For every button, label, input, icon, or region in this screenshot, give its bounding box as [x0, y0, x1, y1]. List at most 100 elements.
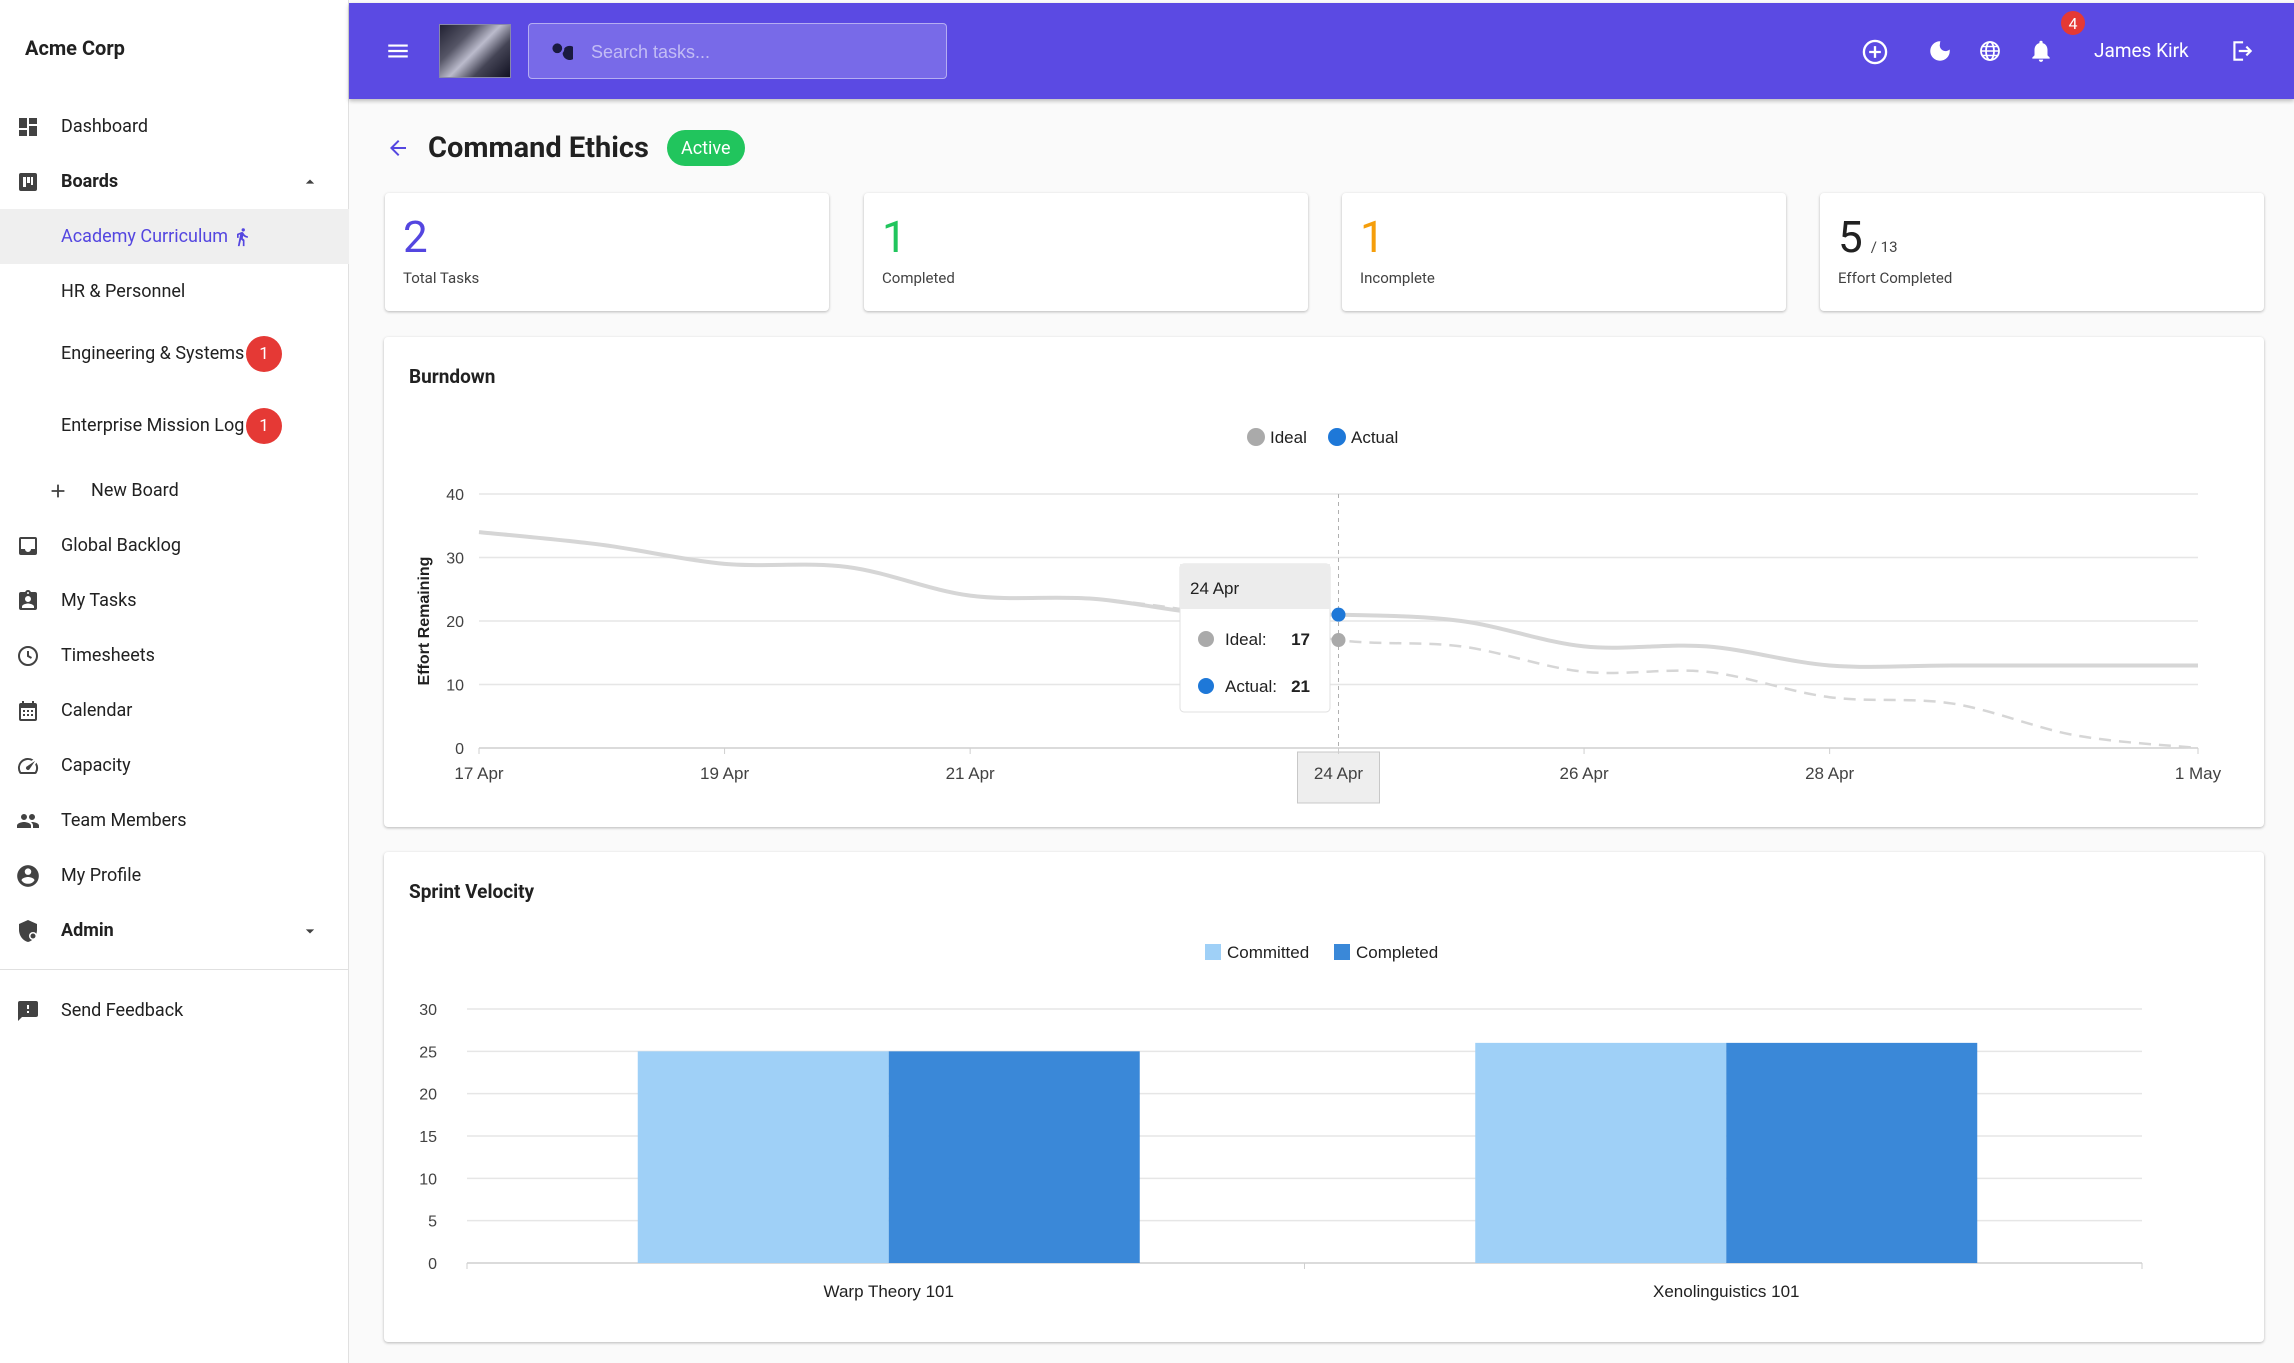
search-input[interactable] — [591, 38, 921, 66]
tooltip-row-value: 17 — [1291, 630, 1310, 649]
sidebar-item-label: Timesheets — [61, 645, 155, 666]
sidebar-item-timesheets[interactable]: Timesheets — [0, 628, 349, 683]
chevron-up-icon[interactable] — [296, 168, 324, 196]
account-circle-icon — [14, 862, 42, 890]
sidebar-item-label: Calendar — [61, 700, 133, 721]
page-header: Command Ethics Active — [384, 125, 745, 171]
sidebar-item-label: My Profile — [61, 865, 142, 886]
legend-label-ideal: Ideal — [1270, 428, 1307, 447]
bar-completed — [1726, 1042, 1978, 1263]
back-arrow-icon[interactable] — [384, 134, 412, 162]
sidebar-item-team-members[interactable]: Team Members — [0, 793, 349, 848]
sidebar-item-label: Global Backlog — [61, 535, 181, 556]
stat-label: Incomplete — [1360, 269, 1435, 287]
sprint-velocity-chart: 0 5 10 15 20 25 30 Warp Theory 101 Xenolinguisti… — [419, 943, 2143, 1301]
plus-icon — [44, 477, 72, 505]
dark-mode-icon[interactable] — [1926, 37, 1954, 65]
x-tick-label: 24 Apr — [1314, 764, 1363, 783]
add-circle-icon[interactable] — [1860, 37, 1890, 67]
board-icon — [14, 168, 42, 196]
stat-card-effort-completed: 5 / 13 Effort Completed — [1820, 193, 2264, 311]
sidebar-item-label: HR & Personnel — [61, 281, 186, 302]
sidebar-item-boards[interactable]: Boards — [0, 154, 349, 209]
sidebar: Acme Corp Dashboard Boards Academy Curri… — [0, 0, 349, 1363]
sidebar-item-label: Boards — [61, 171, 119, 192]
stat-card-incomplete: 1 Incomplete — [1342, 193, 1786, 311]
sidebar-item-send-feedback[interactable]: Send Feedback — [0, 983, 349, 1038]
menu-icon[interactable] — [384, 37, 412, 65]
sidebar-item-label: New Board — [91, 480, 179, 501]
sidebar-item-label: Capacity — [61, 755, 131, 776]
tooltip-marker — [1198, 631, 1214, 647]
y-tick-label: 20 — [419, 1087, 437, 1104]
data-point-ideal — [1331, 633, 1346, 648]
language-globe-icon[interactable] — [1977, 38, 2003, 64]
y-tick-label: 10 — [446, 678, 464, 695]
tooltip-marker — [1198, 678, 1214, 694]
sidebar-item-label: My Tasks — [61, 590, 137, 611]
stat-value: 1 — [882, 211, 907, 263]
sidebar-item-engineering-systems[interactable]: Engineering & Systems 1 — [0, 326, 349, 381]
sidebar-item-my-tasks[interactable]: My Tasks — [0, 573, 349, 628]
people-icon — [14, 807, 42, 835]
chevron-down-icon[interactable] — [296, 917, 324, 945]
tooltip-row-label: Actual: — [1225, 677, 1277, 696]
x-tick-label: 1 May — [2175, 764, 2222, 783]
y-tick-label: 30 — [446, 551, 464, 568]
stat-value: 2 — [403, 211, 428, 263]
chart-title: Burndown — [409, 365, 496, 388]
x-tick-label: 21 Apr — [946, 764, 995, 783]
data-point-actual — [1331, 607, 1346, 622]
bar-committed — [1475, 1042, 1727, 1263]
x-tick-label: 28 Apr — [1805, 764, 1854, 783]
logout-icon[interactable] — [2228, 37, 2256, 65]
count-badge: 1 — [246, 407, 282, 444]
x-tick-label: 17 Apr — [454, 764, 503, 783]
tooltip-title: 24 Apr — [1190, 579, 1239, 598]
y-tick-label: 20 — [446, 614, 464, 631]
y-tick-label: 0 — [455, 741, 464, 758]
sidebar-item-enterprise-mission-log[interactable]: Enterprise Mission Log 1 — [0, 398, 349, 453]
legend-marker-committed — [1205, 944, 1221, 960]
sidebar-item-label: Admin — [61, 920, 114, 941]
dashboard-icon — [14, 113, 42, 141]
x-tick-label: 26 Apr — [1559, 764, 1608, 783]
x-tick-label: Warp Theory 101 — [824, 1282, 954, 1301]
sidebar-item-dashboard[interactable]: Dashboard — [0, 99, 349, 154]
sidebar-item-label: Academy Curriculum — [61, 226, 229, 247]
search-icon — [547, 38, 573, 64]
notification-count-badge: 4 — [2059, 9, 2087, 37]
burndown-chart: 0 10 20 30 40 Effort Remaining 17 Apr 19 Apr 21 … — [416, 428, 2222, 804]
sidebar-item-label: Engineering & Systems — [61, 343, 245, 364]
tooltip-header — [1180, 564, 1330, 609]
search-box[interactable] — [528, 23, 947, 79]
notifications-bell-icon[interactable] — [2027, 37, 2055, 65]
legend-marker-ideal — [1247, 428, 1265, 446]
tooltip-row-label: Ideal: — [1225, 630, 1267, 649]
sidebar-item-global-backlog[interactable]: Global Backlog — [0, 518, 349, 573]
top-app-bar: 4 James Kirk — [349, 3, 2294, 99]
burndown-card: Burndown 0 10 20 30 40 Effort Remaining 17 Apr… — [384, 337, 2264, 827]
sidebar-item-admin[interactable]: Admin — [0, 903, 349, 958]
clock-icon — [14, 642, 42, 670]
sidebar-item-calendar[interactable]: Calendar — [0, 683, 349, 738]
y-tick-label: 30 — [419, 1002, 437, 1019]
stat-value: 5 — [1838, 211, 1863, 263]
y-tick-label: 40 — [446, 487, 464, 504]
sidebar-item-capacity[interactable]: Capacity — [0, 738, 349, 793]
stat-total: / 13 — [1870, 238, 1898, 256]
sidebar-item-hr-personnel[interactable]: HR & Personnel — [0, 264, 349, 319]
sidebar-item-academy-curriculum[interactable]: Academy Curriculum — [0, 209, 349, 264]
user-name[interactable]: James Kirk — [2094, 39, 2189, 62]
legend-marker-actual — [1328, 428, 1346, 446]
legend-label-actual: Actual — [1351, 428, 1398, 447]
sidebar-item-new-board[interactable]: New Board — [0, 463, 349, 518]
stat-label: Effort Completed — [1838, 269, 1953, 287]
sprint-running-icon — [228, 223, 256, 251]
x-tick-label: 19 Apr — [700, 764, 749, 783]
project-logo-image[interactable] — [439, 24, 511, 78]
sidebar-divider — [0, 969, 349, 970]
page-title: Command Ethics — [428, 131, 649, 165]
stat-card-total-tasks: 2 Total Tasks — [385, 193, 829, 311]
sidebar-item-my-profile[interactable]: My Profile — [0, 848, 349, 903]
